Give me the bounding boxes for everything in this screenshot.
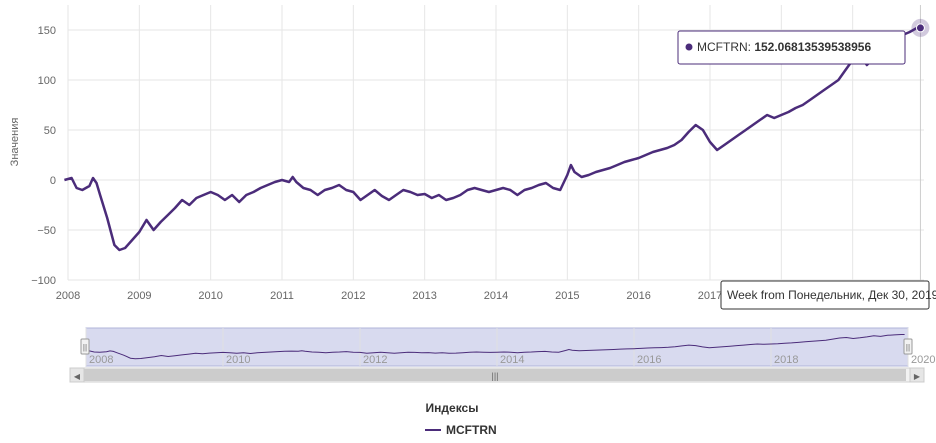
scroll-left-button[interactable] <box>69 367 85 383</box>
scroll-left-arrow-icon: ◀ <box>74 372 81 381</box>
grid-lines <box>67 5 924 281</box>
x-tick-label: 2017 <box>698 290 722 302</box>
x-tick-label: 2012 <box>341 290 365 302</box>
navigator-tick-label: 2008 <box>89 354 113 366</box>
y-axis-title: Значения <box>9 118 21 167</box>
tooltip-value: 152.06813539538956 <box>754 40 871 54</box>
navigator-right-handle[interactable]: || <box>903 338 913 355</box>
y-tick-label: 0 <box>50 175 56 187</box>
scroll-right-arrow-icon: ▶ <box>914 372 921 381</box>
left-handle-grip: || <box>83 343 87 352</box>
hover-point <box>915 23 925 33</box>
navigator-tick-label: 2014 <box>500 354 524 366</box>
x-tick-label: 2014 <box>484 290 508 302</box>
legend-title: Индексы <box>426 401 479 415</box>
navigator-left-handle[interactable]: || <box>80 338 90 355</box>
tooltip-box <box>677 30 906 65</box>
legend: Индексы MCFTRN <box>425 401 497 437</box>
y-tick-label: −50 <box>37 225 56 237</box>
tooltip-marker <box>685 43 693 51</box>
scrollbar[interactable]: ◀ ▶ ||| <box>69 367 925 383</box>
series-line-mcftrn <box>64 26 921 252</box>
right-handle-grip: || <box>906 343 910 352</box>
legend-item-mcftrn[interactable]: MCFTRN <box>425 423 497 437</box>
x-tick-label: 2013 <box>412 290 436 302</box>
navigator[interactable]: 2008 2010 2012 2014 2016 2018 2020 || || <box>80 327 935 367</box>
navigator-tick-label: 2010 <box>226 354 250 366</box>
y-tick-label: 50 <box>44 125 56 137</box>
tooltip-text: MCFTRN: 152.06813539538956 <box>697 40 871 54</box>
tooltip: MCFTRN: 152.06813539538956 Week from Пон… <box>677 5 936 310</box>
navigator-tick-label: 2018 <box>774 354 798 366</box>
x-tick-label: 2011 <box>270 290 294 302</box>
y-tick-labels: −100 −50 0 50 100 150 <box>31 25 56 287</box>
x-tick-label: 2010 <box>198 290 222 302</box>
navigator-tick-label: 2012 <box>363 354 387 366</box>
navigator-grid <box>85 328 909 366</box>
tooltip-series-name: MCFTRN <box>697 40 748 54</box>
y-tick-label: 150 <box>38 25 56 37</box>
navigator-series-line <box>82 334 905 360</box>
scroll-grip-icon: ||| <box>491 371 498 381</box>
x-tick-label: 2008 <box>56 290 80 302</box>
series-layer <box>64 26 921 252</box>
navigator-tick-label: 2020 <box>911 354 935 366</box>
x-tick-label: 2016 <box>626 290 650 302</box>
date-label-box <box>720 280 930 310</box>
y-tick-label: 100 <box>38 75 56 87</box>
x-tick-label: 2015 <box>555 290 579 302</box>
scroll-right-button[interactable] <box>909 367 925 383</box>
scrollbar-thumb[interactable] <box>84 369 906 381</box>
legend-item-label: MCFTRN <box>446 423 497 437</box>
navigator-tick-label: 2016 <box>637 354 661 366</box>
y-tick-label: −100 <box>31 275 56 287</box>
date-label: Week from Понедельник, Дек 30, 2019 <box>727 288 936 302</box>
navigator-tick-labels: 2008 2010 2012 2014 2016 2018 2020 <box>89 354 935 366</box>
x-tick-label: 2009 <box>127 290 151 302</box>
